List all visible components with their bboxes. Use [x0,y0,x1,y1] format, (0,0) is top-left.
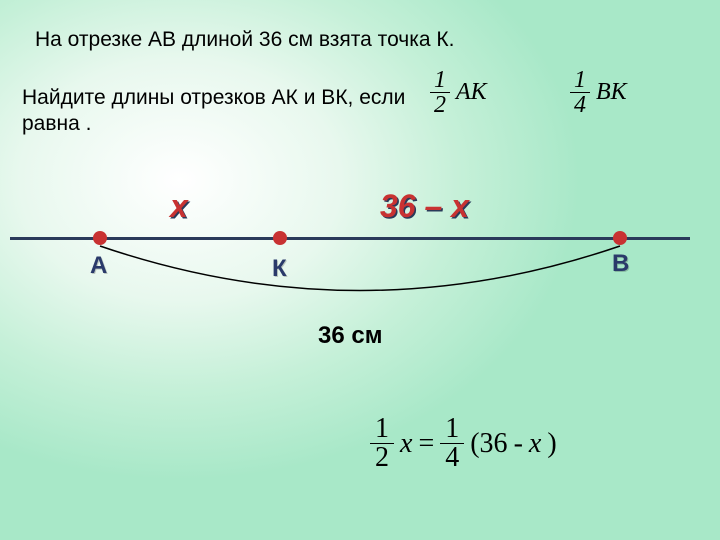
segment-label-36minusx: 36 – х [380,188,469,225]
eq-minus: - [514,428,523,460]
fraction-bk: 1 4 ВК [570,68,627,117]
eq-close: ) [547,428,556,460]
eq-right-var: x [529,428,541,460]
eq-left-den: 2 [370,443,394,472]
eq-left-var: x [400,428,412,460]
fraction-bk-num: 1 [570,68,590,92]
fraction-bk-den: 4 [570,92,590,117]
eq-open-36: (36 [470,428,507,460]
eq-left-num: 1 [370,415,394,443]
fraction-ak-var: АК [456,79,487,106]
problem-text-line1: На отрезке АВ длиной 36 см взята точка К… [35,28,454,52]
fraction-ak-den: 2 [430,92,450,117]
equation: 1 2 x = 1 4 (36 - x ) [370,415,557,472]
segment-label-x: х [170,188,188,225]
eq-right-den: 4 [440,443,464,472]
fraction-ak-num: 1 [430,68,450,92]
fraction-bk-var: ВК [596,79,627,106]
fraction-ak: 1 2 АК [430,68,487,117]
eq-equals: = [418,428,434,460]
problem-text-line3: равна . [22,112,91,136]
problem-text-line2: Найдите длины отрезков АК и ВК, если [22,86,405,110]
total-length-label: 36 см [318,322,382,350]
eq-right-num: 1 [440,415,464,443]
